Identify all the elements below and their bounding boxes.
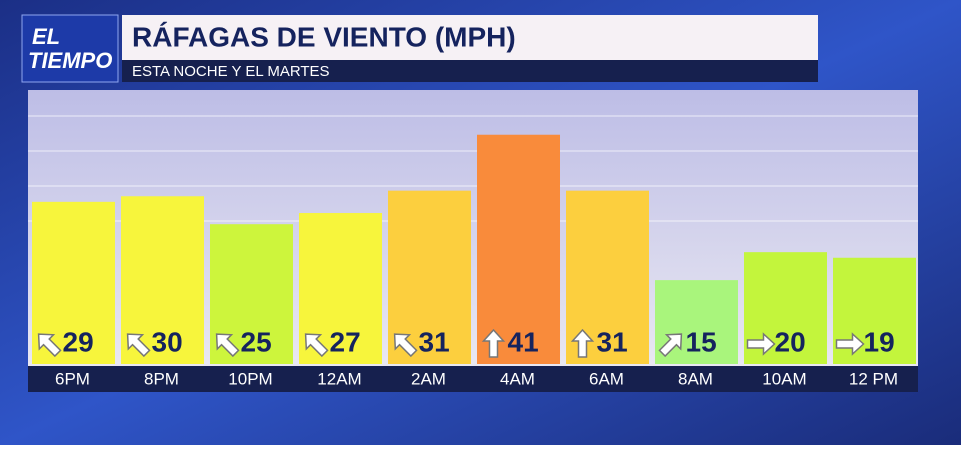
x-tick-label: 8PM: [144, 369, 179, 388]
wind-arrow: [658, 333, 683, 358]
chart-title: RÁFAGAS DE VIENTO (MPH): [132, 21, 516, 52]
wind-arrow: [746, 332, 776, 356]
wind-arrow: [215, 333, 240, 358]
wind-arrow: [126, 333, 151, 358]
x-tick-label: 2AM: [411, 369, 446, 388]
value-label: 41: [508, 326, 539, 357]
value-label: 30: [152, 326, 183, 357]
x-tick-label: 6PM: [55, 369, 90, 388]
value-label: 25: [241, 326, 272, 357]
value-label: 27: [330, 326, 361, 357]
value-label: 31: [597, 326, 628, 357]
x-tick-label: 12AM: [317, 369, 361, 388]
arrow-shape: [746, 332, 776, 356]
chart-subtitle: ESTA NOCHE Y EL MARTES: [132, 63, 330, 80]
logo-text: TIEMPO: [28, 48, 112, 73]
value-label: 20: [775, 326, 806, 357]
x-tick-label: 4AM: [500, 369, 535, 388]
arrow-shape: [37, 333, 62, 358]
value-label: 29: [63, 326, 94, 357]
value-label: 31: [419, 326, 450, 357]
arrow-shape: [393, 333, 418, 358]
wind-arrow: [835, 332, 865, 356]
x-tick-label: 10AM: [762, 369, 806, 388]
wind-arrow: [304, 333, 329, 358]
arrow-shape: [570, 328, 595, 358]
value-label: 15: [686, 326, 717, 357]
x-tick-label: 6AM: [589, 369, 624, 388]
category-strip: [28, 366, 918, 392]
x-tick-label: 8AM: [678, 369, 713, 388]
arrow-shape: [658, 333, 683, 358]
arrow-shape: [126, 333, 151, 358]
x-tick-label: 10PM: [228, 369, 272, 388]
arrow-shape: [481, 328, 506, 358]
wind-arrow: [37, 333, 62, 358]
value-label: 19: [864, 326, 895, 357]
arrow-shape: [215, 333, 240, 358]
title-box: [122, 15, 818, 60]
wind-arrow: [393, 333, 418, 358]
x-tick-label: 12 PM: [849, 369, 898, 388]
arrow-shape: [835, 332, 865, 356]
wind-arrow: [481, 328, 506, 358]
logo-text: EL: [32, 24, 60, 49]
wind-arrow: [570, 328, 595, 358]
subtitle-box: [122, 60, 818, 82]
arrow-shape: [304, 333, 329, 358]
logo-box: [21, 14, 119, 83]
bar: [477, 134, 560, 364]
